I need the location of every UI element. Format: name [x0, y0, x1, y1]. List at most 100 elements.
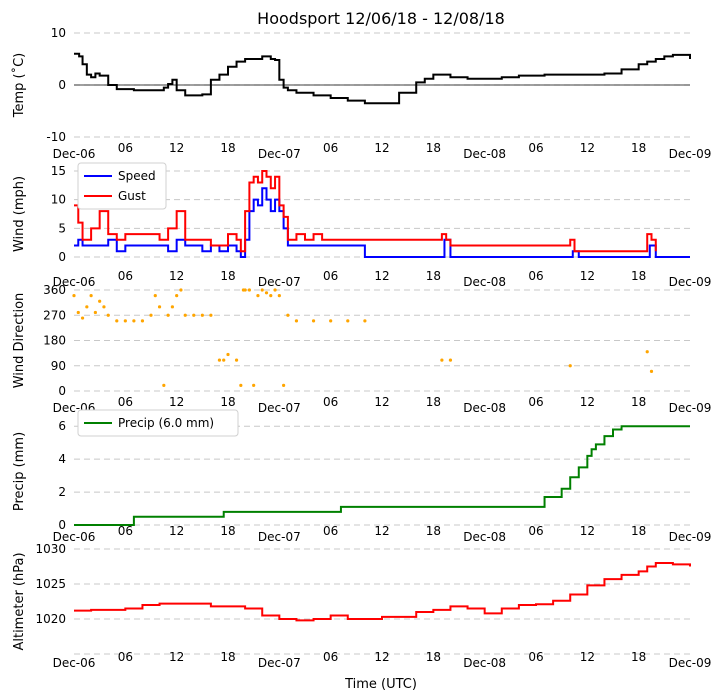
x-tick-label: Dec-06 [53, 275, 96, 289]
data-point [209, 313, 213, 317]
y-axis-label: Temp (˚C) [11, 53, 27, 119]
data-point [157, 305, 162, 309]
x-tick-label: 12 [374, 650, 389, 664]
data-point [269, 294, 273, 298]
series-line-speed [74, 187, 690, 258]
y-tick-label: 1030 [35, 542, 66, 556]
data-point [93, 310, 97, 315]
x-tick-label: 06 [118, 269, 133, 283]
x-tick-label: 18 [426, 524, 441, 538]
data-point [277, 294, 281, 298]
data-point [273, 288, 277, 292]
data-point [153, 294, 157, 298]
data-point [98, 299, 102, 303]
x-tick-label: Dec-07 [258, 530, 301, 544]
data-point [252, 383, 256, 387]
x-tick-label: 06 [118, 524, 133, 538]
data-point [568, 364, 572, 368]
data-point [247, 288, 251, 292]
data-point [183, 313, 187, 317]
x-tick-label: 06 [118, 141, 133, 155]
y-tick-label: 5 [58, 221, 66, 235]
y-tick-label: 2 [58, 485, 66, 499]
y-tick-label: 4 [58, 452, 66, 466]
series-line-altimeter [74, 562, 691, 622]
x-tick-label: 06 [323, 141, 338, 155]
x-tick-label: 18 [426, 269, 441, 283]
y-tick-label: 10 [51, 26, 66, 40]
x-tick-label: Dec-09 [669, 275, 712, 289]
x-tick-label: 18 [220, 269, 235, 283]
x-tick-label: Dec-09 [669, 401, 712, 415]
x-tick-label: 18 [426, 141, 441, 155]
x-tick-label: 18 [220, 650, 235, 664]
x-tick-label: Dec-09 [669, 147, 712, 161]
data-point [132, 319, 136, 323]
x-tick-label: Dec-08 [463, 275, 506, 289]
data-point [239, 383, 243, 387]
x-tick-label: 06 [323, 395, 338, 409]
x-tick-label: 18 [631, 141, 646, 155]
x-tick-label: 12 [580, 141, 595, 155]
data-point [140, 319, 145, 323]
x-tick-label: Dec-08 [463, 530, 506, 544]
x-tick-label: 18 [426, 650, 441, 664]
x-tick-label: 12 [169, 524, 184, 538]
x-tick-label: 18 [426, 395, 441, 409]
legend-box [77, 409, 239, 437]
y-tick-label: 1020 [35, 612, 66, 626]
legend-entry: Gust [118, 189, 146, 203]
x-tick-label: Dec-06 [53, 147, 96, 161]
y-axis-label: Precip (mm) [12, 432, 27, 511]
y-tick-label: 0 [58, 384, 66, 398]
y-tick-label: 15 [51, 164, 66, 178]
data-point [286, 313, 290, 317]
data-point [123, 319, 127, 323]
y-axis-label: Wind (mph) [12, 176, 27, 252]
series-line-temp [74, 52, 691, 105]
y-tick-label: 10 [51, 193, 66, 207]
x-tick-label: 18 [220, 141, 235, 155]
x-tick-label: 12 [580, 269, 595, 283]
x-tick-label: Dec-06 [53, 530, 96, 544]
x-tick-label: 06 [528, 269, 543, 283]
x-tick-label: 06 [528, 650, 543, 664]
x-tick-label: 12 [169, 269, 184, 283]
x-tick-label: 12 [374, 269, 389, 283]
data-point [448, 358, 453, 362]
x-tick-label: Dec-07 [258, 656, 301, 670]
legend-entry: Speed [118, 169, 156, 183]
data-point [170, 305, 174, 309]
data-point [76, 310, 80, 315]
x-tick-label: Dec-07 [258, 401, 301, 415]
data-point [175, 294, 179, 298]
data-point [162, 383, 166, 387]
y-tick-label: 90 [51, 359, 66, 373]
y-tick-label: 6 [58, 419, 66, 433]
y-tick-label: 180 [43, 334, 66, 348]
data-point [243, 288, 247, 292]
x-tick-label: 06 [118, 395, 133, 409]
y-tick-label: 1025 [35, 577, 66, 591]
y-tick-label: 360 [43, 283, 66, 297]
x-axis-label: Time (UTC) [344, 677, 417, 692]
data-point [80, 316, 85, 320]
y-tick-label: -10 [46, 130, 66, 144]
x-tick-label: Dec-08 [463, 656, 506, 670]
data-point [72, 294, 76, 298]
data-point [329, 319, 333, 323]
panel-0: -10 0 10 Dec-06 06 12 18 Dec-07 06 12 18 Dec-08 06 12… [11, 26, 711, 161]
data-point [282, 383, 286, 387]
data-point [264, 291, 269, 295]
data-point [179, 288, 183, 292]
data-point [645, 350, 649, 354]
data-point [85, 305, 89, 309]
data-point [649, 369, 654, 373]
data-point [89, 294, 93, 298]
x-tick-label: Dec-07 [258, 147, 301, 161]
x-tick-label: 12 [169, 395, 184, 409]
data-point [346, 319, 350, 323]
x-tick-label: Dec-06 [53, 656, 96, 670]
data-point [294, 319, 299, 323]
